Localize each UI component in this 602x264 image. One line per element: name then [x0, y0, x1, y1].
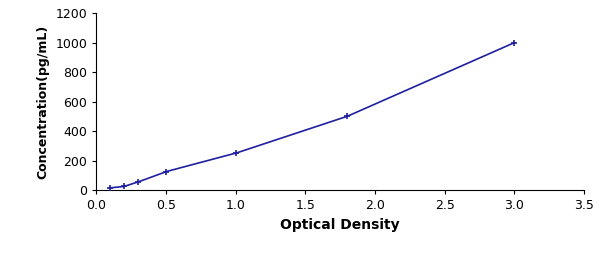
- X-axis label: Optical Density: Optical Density: [281, 218, 400, 232]
- Y-axis label: Concentration(pg/mL): Concentration(pg/mL): [37, 25, 50, 179]
